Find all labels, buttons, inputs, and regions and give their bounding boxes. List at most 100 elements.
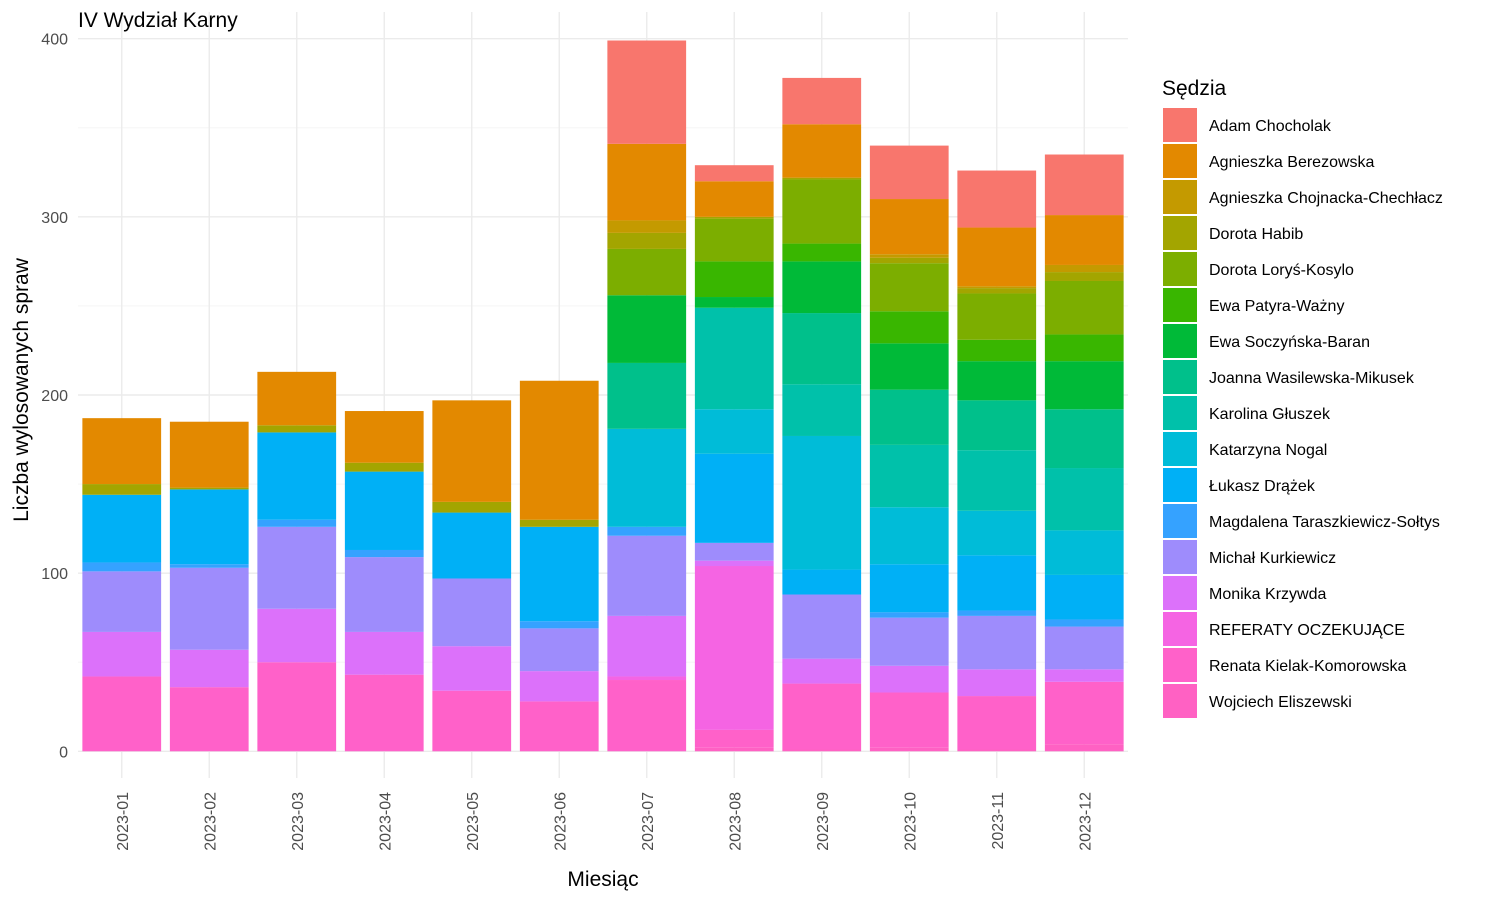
- bar-segment: [869, 692, 949, 748]
- bar-segment: [1044, 272, 1124, 281]
- bar-segment: [957, 288, 1037, 294]
- bar-segment: [869, 612, 949, 618]
- legend-label: Renata Kielak-Komorowska: [1209, 658, 1407, 675]
- bar-segment: [957, 510, 1037, 556]
- bar-segment: [519, 526, 599, 622]
- legend-label: Karolina Głuszek: [1209, 406, 1331, 423]
- bar-segment: [344, 462, 424, 472]
- legend-swatch: [1163, 180, 1197, 214]
- bar-segment: [607, 428, 687, 527]
- bar-segment: [519, 671, 599, 702]
- legend-label: Ewa Soczyńska-Baran: [1209, 334, 1370, 351]
- bar-segment: [694, 297, 774, 308]
- bar-segment: [82, 562, 162, 572]
- bar-segment: [869, 665, 949, 693]
- bar-segment: [257, 608, 337, 663]
- bar-segment: [782, 177, 862, 180]
- bar-segment: [607, 220, 687, 233]
- bar-segment: [694, 261, 774, 298]
- legend-swatch: [1163, 324, 1197, 358]
- bar-segment: [607, 676, 687, 681]
- legend-label: Adam Chocholak: [1209, 118, 1332, 135]
- bar-segment: [432, 690, 512, 752]
- bar-segment: [82, 631, 162, 677]
- bar-segment: [607, 248, 687, 296]
- legend-swatch: [1163, 504, 1197, 538]
- bar-segment: [694, 216, 774, 219]
- bar-segment: [782, 435, 862, 570]
- bar-segment: [957, 610, 1037, 616]
- bar-segment: [957, 361, 1037, 401]
- bar-segment: [957, 749, 1037, 752]
- x-tick-label: 2023-02: [202, 792, 219, 851]
- bar-segment: [869, 311, 949, 344]
- x-tick-label: 2023-01: [115, 792, 132, 851]
- bar-segment: [694, 218, 774, 262]
- bar-segment: [607, 526, 687, 536]
- legend-swatch: [1163, 360, 1197, 394]
- bar-segment: [694, 729, 774, 748]
- bar-segment: [957, 669, 1037, 697]
- bar-segment: [432, 646, 512, 691]
- bar-segment: [82, 418, 162, 485]
- x-tick-label: 2023-08: [727, 792, 744, 851]
- bar-segment: [782, 313, 862, 385]
- legend-swatch: [1163, 216, 1197, 250]
- bar-segment: [869, 617, 949, 666]
- legend-label: Wojciech Eliszewski: [1209, 694, 1352, 711]
- bar-segment: [957, 615, 1037, 670]
- bar-segment: [519, 380, 599, 520]
- bar-segment: [1044, 530, 1124, 575]
- bar-segment: [169, 564, 249, 568]
- bar-segment: [1044, 669, 1124, 682]
- legend-label: Łukasz Drążek: [1209, 478, 1316, 495]
- bar-segment: [169, 649, 249, 688]
- bar-segment: [344, 549, 424, 558]
- y-tick-label: 100: [41, 566, 68, 583]
- legend-label: Monika Krzywda: [1209, 586, 1326, 603]
- x-tick-label: 2023-05: [465, 792, 482, 851]
- bar-segment: [82, 571, 162, 632]
- legend-swatch: [1163, 540, 1197, 574]
- bar-segment: [1044, 280, 1124, 335]
- bar-segment: [694, 453, 774, 543]
- bar-segment: [782, 569, 862, 595]
- bar-segment: [607, 232, 687, 249]
- bar-segment: [1044, 361, 1124, 410]
- bar-segment: [869, 389, 949, 445]
- bar-segment: [694, 566, 774, 730]
- legend-swatch: [1163, 252, 1197, 286]
- legend-swatch: [1163, 468, 1197, 502]
- bar-segment: [344, 411, 424, 463]
- bar-segment: [694, 542, 774, 561]
- y-axis-title: Liczba wylosowanych spraw: [10, 257, 33, 522]
- bar-segment: [869, 343, 949, 390]
- legend-swatch: [1163, 432, 1197, 466]
- bar-segment: [1044, 574, 1124, 620]
- bar-segment: [782, 594, 862, 659]
- y-tick-label: 0: [59, 744, 68, 761]
- x-tick-label: 2023-11: [990, 792, 1007, 850]
- bar-segment: [344, 631, 424, 675]
- legend-swatch: [1163, 144, 1197, 178]
- bar-segment: [257, 662, 337, 752]
- bar-segment: [782, 261, 862, 314]
- legend-label: Dorota Habib: [1209, 226, 1303, 243]
- chart-title: IV Wydział Karny: [78, 9, 238, 32]
- bar-segment: [694, 181, 774, 217]
- legend-label: Katarzyna Nogal: [1209, 442, 1327, 459]
- x-tick-label: 2023-06: [552, 792, 569, 851]
- bar-segment: [957, 450, 1037, 511]
- bar-segment: [1044, 154, 1124, 216]
- x-axis-title: Miesiąc: [567, 868, 638, 891]
- bar-segment: [432, 501, 512, 513]
- bar-segment: [607, 40, 687, 144]
- x-tick-label: 2023-04: [377, 792, 394, 851]
- bar-segment: [607, 680, 687, 752]
- bar-segment: [694, 307, 774, 410]
- bar-segment: [519, 621, 599, 629]
- bar-segment: [869, 254, 949, 258]
- bar-segment: [82, 676, 162, 752]
- bar-segment: [1044, 215, 1124, 265]
